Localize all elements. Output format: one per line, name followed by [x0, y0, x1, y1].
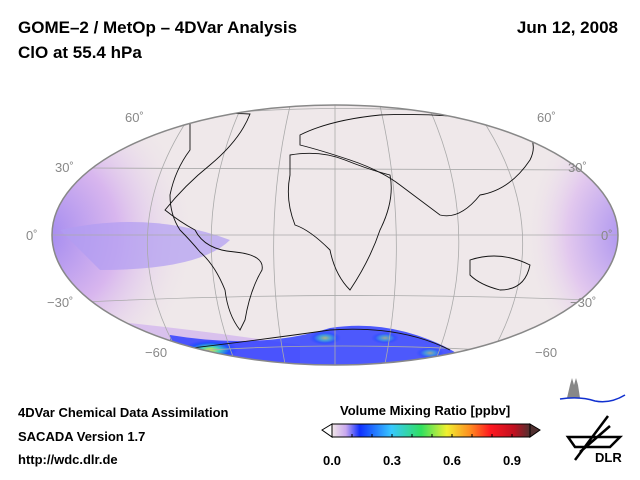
- colorbar-tick: 0.3: [382, 453, 402, 468]
- lat-label-left-0: 0˚: [26, 228, 38, 243]
- map-field: [52, 105, 618, 365]
- lat-label-right-m60: −60: [535, 345, 558, 360]
- lat-label-left-m60: −60: [145, 345, 168, 360]
- chart-subtitle: ClO at 55.4 hPa: [18, 43, 142, 62]
- lat-label-left-60: 60˚: [125, 110, 144, 125]
- colorbar-title: Volume Mixing Ratio [ppbv]: [340, 403, 511, 418]
- map-outline: [51, 104, 619, 366]
- colorbar-tick: 0.6: [442, 453, 462, 468]
- colorbar-min-arrow: [321, 423, 333, 438]
- colorbar-max-arrow: [529, 423, 541, 438]
- lat-label-right-0: 0˚: [601, 228, 613, 243]
- footer-line-2: SACADA Version 1.7: [18, 429, 146, 444]
- lat-label-right-m30: −30˚: [570, 295, 597, 310]
- footer-link[interactable]: http://wdc.dlr.de: [18, 452, 118, 467]
- coastlines: [164, 113, 534, 351]
- dlr-logo: DLR: [565, 415, 624, 465]
- lat-label-left-m30: −30˚: [47, 295, 74, 310]
- svg-text:RIU: RIU: [580, 0, 615, 5]
- footer-line-1: 4DVar Chemical Data Assimilation: [18, 405, 229, 420]
- date-label: Jun 12, 2008: [516, 18, 618, 37]
- chart-title: GOME–2 / MetOp – 4DVar Analysis: [18, 18, 298, 37]
- lat-label-right-60: 60˚: [537, 110, 556, 125]
- riu-logo: RIU: [559, 0, 626, 403]
- svg-text:DLR: DLR: [595, 450, 622, 465]
- lat-label-right-30: 30˚: [568, 160, 587, 175]
- colorbar-bar: [331, 423, 531, 438]
- colorbar: [321, 423, 541, 438]
- lat-label-left-30: 30˚: [55, 160, 74, 175]
- colorbar-tick: 0.0: [322, 453, 342, 468]
- colorbar-tick: 0.9: [502, 453, 522, 468]
